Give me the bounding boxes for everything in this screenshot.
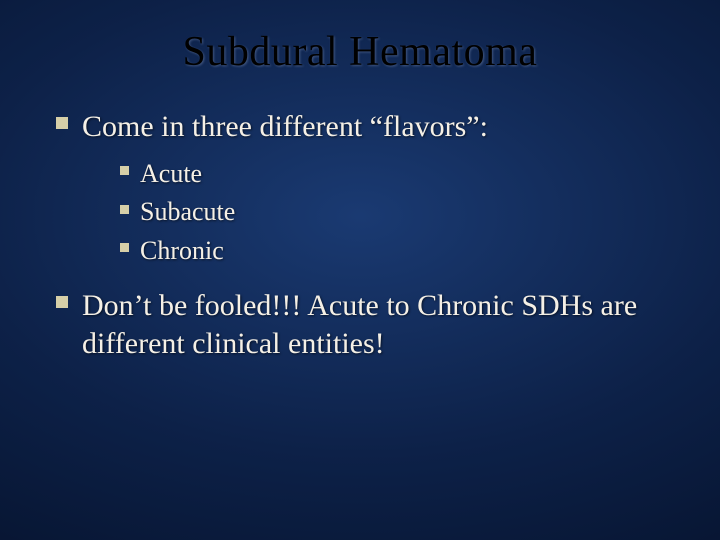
slide-title: Subdural Hematoma [48,28,672,76]
square-bullet-icon [120,205,129,214]
square-bullet-icon [56,117,68,129]
bullet-level1: Don’t be fooled!!! Acute to Chronic SDHs… [56,287,672,362]
bullet-text: Don’t be fooled!!! Acute to Chronic SDHs… [82,287,672,362]
spacer [48,273,672,287]
bullet-level1: Come in three different “flavors”: [56,108,672,146]
slide: Subdural Hematoma Come in three differen… [0,0,720,540]
bullet-text: Chronic [140,235,224,268]
bullet-text: Come in three different “flavors”: [82,108,488,146]
bullet-level2: Acute [120,158,672,191]
bullet-text: Acute [140,158,202,191]
square-bullet-icon [120,166,129,175]
square-bullet-icon [120,243,129,252]
bullet-level2: Chronic [120,235,672,268]
bullet-text: Subacute [140,196,235,229]
bullet-level2: Subacute [120,196,672,229]
square-bullet-icon [56,296,68,308]
